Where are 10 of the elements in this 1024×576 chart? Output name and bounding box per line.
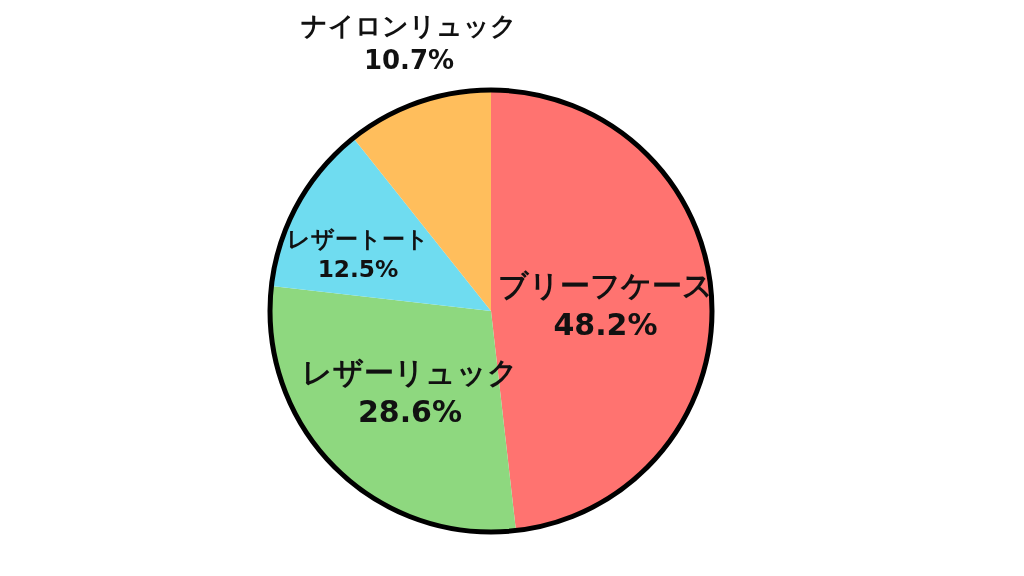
- data-label: 10.7%: [363, 44, 455, 75]
- data-label: 12.5%: [317, 255, 399, 283]
- slice-label: レザートート: [287, 225, 429, 252]
- slice-label: レザーリュック: [302, 355, 518, 390]
- slice-label: ブリーフケース: [498, 268, 713, 303]
- pie-slice: [271, 138, 491, 311]
- slice-label: ナイロンリュック: [301, 11, 517, 41]
- pie-slice: [491, 90, 712, 531]
- data-label: 48.2%: [553, 307, 658, 342]
- data-label: 28.6%: [357, 394, 463, 429]
